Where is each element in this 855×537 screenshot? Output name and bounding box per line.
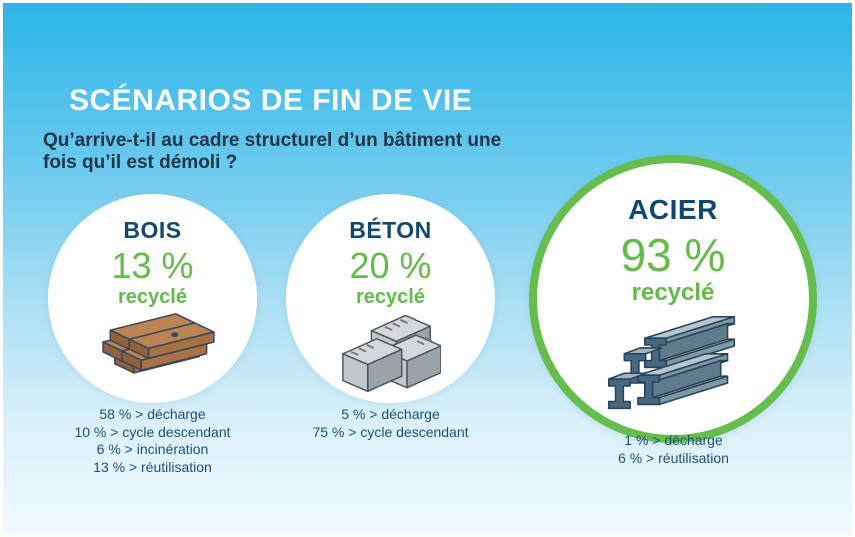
recycled-label: recyclé <box>356 285 425 308</box>
breakdown-line: 58 % > décharge <box>99 406 206 422</box>
wood-planks-icon <box>101 312 215 374</box>
acier-breakdown: 1 % > décharge 6 % > réutilisation <box>569 432 778 467</box>
recycled-percent: 20 % <box>349 245 432 287</box>
breakdown-line: 5 % > décharge <box>341 406 440 422</box>
material-name: ACIER <box>628 194 718 225</box>
page-subtitle: Qu’arrive-t-il au cadre structurel d’un … <box>43 130 502 174</box>
bois-breakdown: 58 % > décharge 10 % > cycle descendant … <box>48 406 257 476</box>
breakdown-line: 75 % > cycle descendant <box>312 423 469 440</box>
breakdown-line: 6 % > réutilisation <box>618 449 729 466</box>
material-name: BÉTON <box>349 217 432 243</box>
recycled-percent: 13 % <box>111 245 194 287</box>
beton-breakdown: 5 % > décharge 75 % > cycle descendant <box>286 406 495 441</box>
steel-beams-icon <box>607 315 736 409</box>
breakdown-line: 1 % > décharge <box>624 432 723 448</box>
breakdown-line: 13 % > réutilisation <box>93 458 212 475</box>
recycled-label: recyclé <box>118 285 187 308</box>
breakdown-line: 6 % > incinération <box>96 441 209 457</box>
page-title: SCÉNARIOS DE FIN DE VIE <box>69 84 473 117</box>
material-name: BOIS <box>123 217 182 243</box>
recycled-percent: 93 % <box>620 228 726 281</box>
recycled-label: recyclé <box>631 279 715 307</box>
breakdown-line: 10 % > cycle descendant <box>74 423 231 440</box>
bois-circle: BOIS 13 % recyclé <box>48 194 257 403</box>
acier-circle-highlighted: ACIER 93 % recyclé <box>529 155 817 443</box>
concrete-blocks-icon <box>341 314 441 392</box>
beton-circle: BÉTON 20 % recyclé <box>286 194 495 403</box>
